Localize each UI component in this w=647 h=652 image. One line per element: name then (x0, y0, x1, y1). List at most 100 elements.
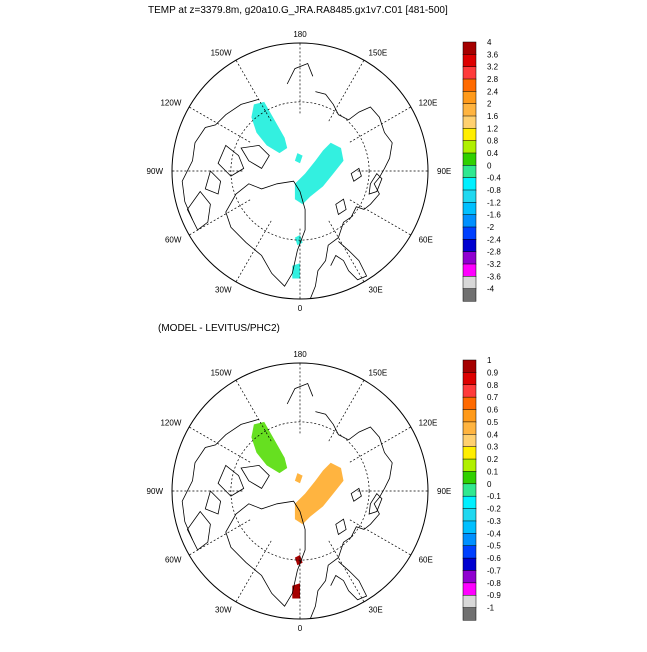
colorbar-swatch (462, 140, 477, 154)
longitude-label: 120W (160, 99, 181, 108)
longitude-label: 150E (369, 48, 388, 57)
colorbar-swatch (462, 557, 477, 572)
colorbar-swatch (462, 396, 477, 411)
colorbar-swatch (462, 202, 477, 216)
colorbar-label: -1.2 (487, 198, 501, 207)
coastline (217, 464, 245, 497)
longitude-label: 0 (298, 304, 303, 313)
colorbar-swatch (462, 495, 477, 510)
colorbar-swatch (462, 251, 477, 265)
colorbar-label: 2.8 (487, 75, 499, 84)
colorbar-swatch (462, 434, 477, 448)
coastline (217, 144, 245, 177)
coastline (240, 144, 270, 169)
panel-1-title: TEMP at z=3379.8m, g20a10.G_JRA.RA8485.g… (148, 5, 448, 16)
colorbar-swatch (462, 66, 477, 80)
colorbar-label: 0.2 (487, 455, 499, 464)
map-boundary (171, 362, 429, 620)
coastline (309, 411, 393, 619)
map-boundary (171, 42, 429, 300)
colorbar-label: 0.8 (487, 137, 499, 146)
colorbar-swatch (462, 446, 477, 460)
latitude-circle (230, 421, 370, 561)
coastline (368, 492, 383, 515)
colorbar-swatch (462, 372, 477, 386)
colorbar-swatch (462, 128, 477, 142)
meridian-line (188, 106, 251, 143)
colorbar-label: -2 (487, 223, 495, 232)
longitude-label: 180 (293, 30, 307, 39)
colorbar-label: 4 (487, 38, 492, 47)
longitude-label: 60E (419, 236, 433, 245)
colorbar-swatch (462, 570, 477, 584)
colorbar-swatch (462, 276, 477, 290)
longitude-label: 120W (160, 419, 181, 428)
longitude-label: 180 (293, 350, 307, 359)
colorbar: 4 3.6 3.2 2.8 2.4 2 1.6 1.2 0.8 0.4 0 -0.4 -0.8 -1.2 -… (462, 38, 501, 302)
anomaly-patch-south-2 (292, 583, 300, 599)
coastline (335, 198, 347, 216)
colorbar-swatch (462, 533, 477, 547)
colorbar-swatch (462, 508, 477, 522)
colorbar-label: -0.2 (487, 505, 501, 514)
longitude-label: 90E (437, 487, 451, 496)
colorbar-swatch (462, 78, 477, 92)
longitude-label: 150W (211, 368, 232, 377)
colorbar-label: 2.4 (487, 87, 499, 96)
colorbar-label: 1.6 (487, 112, 499, 121)
colorbar-swatch (462, 520, 477, 534)
map-area (172, 43, 428, 299)
colorbar-swatch (462, 91, 477, 105)
colorbar-label: 0.8 (487, 381, 499, 390)
colorbar-swatch (462, 458, 477, 472)
meridian-line (328, 220, 365, 283)
coastline (186, 510, 211, 551)
longitude-label: 60W (165, 556, 182, 565)
map-area (172, 363, 428, 619)
longitude-label: 60W (165, 236, 182, 245)
colorbar-swatch (462, 226, 477, 240)
anomaly-patch-canada-basin (251, 101, 288, 154)
colorbar-label: 2 (487, 100, 492, 109)
panel-2-title: (MODEL - LEVITUS/PHC2) (158, 323, 280, 334)
anomaly-patch-small (294, 473, 303, 484)
colorbar-label: 0.1 (487, 467, 499, 476)
panel-1: 180 150E 120E 90E 60E 30E 0 30W 60W 90W 120W 150W 4 3… (147, 30, 502, 313)
longitude-label: 30W (215, 286, 232, 295)
colorbar-label: -3.2 (487, 260, 501, 269)
colorbar-label: -0.3 (487, 517, 501, 526)
colorbar-label: 0.5 (487, 418, 499, 427)
longitude-label: 150E (369, 368, 388, 377)
colorbar-label: -0.6 (487, 554, 501, 563)
longitude-label: 30E (369, 606, 383, 615)
coastline (225, 500, 306, 607)
panel-2: 180 150E 120E 90E 60E 30E 0 30W 60W 90W 120W 150W 1 0… (147, 350, 502, 633)
coastline (240, 464, 270, 489)
colorbar-swatch (462, 263, 477, 277)
colorbar-swatch (462, 582, 477, 596)
longitude-label: 150W (211, 48, 232, 57)
colorbar-label: -2.8 (487, 248, 501, 257)
meridian-line (235, 220, 272, 283)
colorbar-label: -4 (487, 285, 495, 294)
colorbar-label: -0.9 (487, 591, 501, 600)
colorbar-label: -0.4 (487, 529, 501, 538)
coastline (350, 167, 362, 182)
colorbar-label: -2.4 (487, 235, 501, 244)
meridian-line (349, 519, 412, 556)
colorbar-label: 0 (487, 161, 492, 170)
meridian-line (349, 199, 412, 236)
colorbar-label: -3.6 (487, 272, 501, 281)
colorbar-swatch (462, 421, 477, 435)
colorbar-label: -0.8 (487, 186, 501, 195)
colorbar-label: -0.1 (487, 492, 501, 501)
colorbar-label: 0.9 (487, 368, 499, 377)
meridian-line (188, 426, 251, 463)
coastline (286, 62, 314, 85)
longitude-label: 90W (147, 487, 164, 496)
coastline (330, 561, 368, 601)
longitude-label: 60E (419, 556, 433, 565)
longitude-label: 30E (369, 286, 383, 295)
colorbar-swatch (462, 239, 477, 253)
colorbar-label: 0.4 (487, 430, 499, 439)
